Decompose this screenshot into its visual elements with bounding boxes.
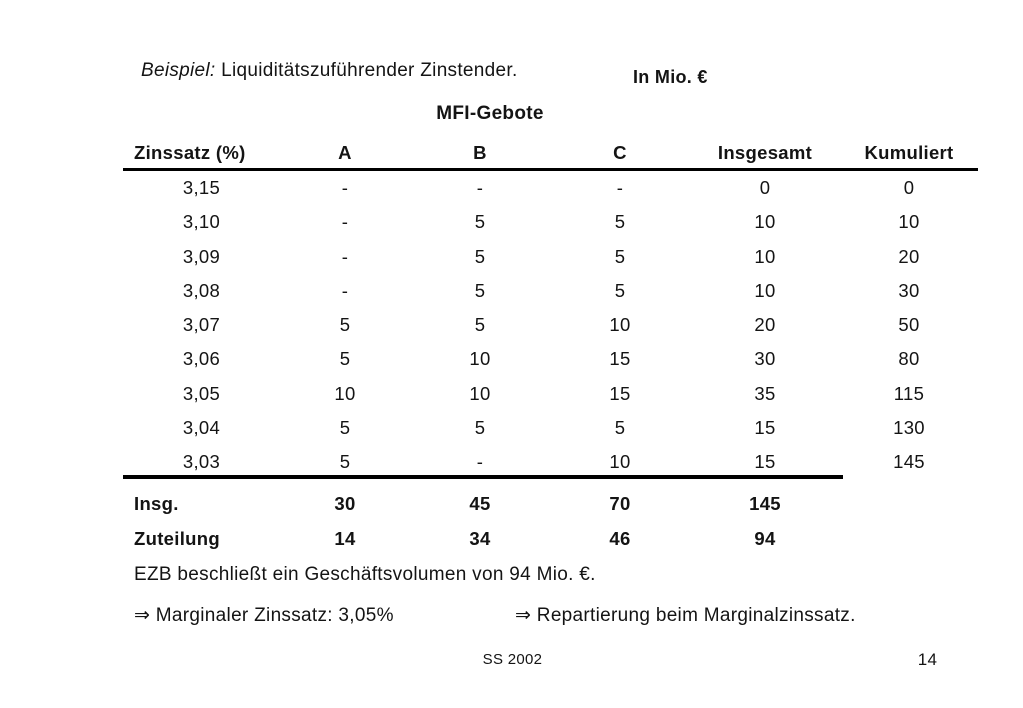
table-cell: 3,07 [182,314,221,336]
table-cell: 14 [334,527,356,549]
note-volume: EZB beschließt ein Geschäftsvolumen von … [134,564,596,585]
table-cell: 115 [893,382,925,404]
table-cell: 30 [334,493,356,514]
table-cell: 0 [759,177,771,198]
table-cell: 94 [754,527,776,549]
table-cell: 35 [754,382,776,404]
column-header-insgesamt: Insgesamt [717,142,813,163]
table-cell: 20 [898,245,920,267]
note-repartierung: ⇒ Repartierung beim Marginalzinssatz. [515,605,856,626]
table-cell: 15 [754,451,776,473]
table-body: 3,15 - - - 0 0 3,10 - 5 5 10 10 3,09 - 5 5 10 20 3,08 - 5 5 10… [123,171,978,480]
table-cell: - [476,451,484,473]
table-cell: 5 [614,417,626,439]
table-cell: 5 [614,279,626,301]
table-cell [840,487,978,522]
column-header-kumuliert: Kumuliert [864,142,954,163]
page-number: 14 [917,650,938,669]
table-cell: 34 [469,527,491,549]
table-row: 3,10 - 5 5 10 10 [123,205,978,239]
table-cell: - [341,211,349,233]
table-cell: - [341,279,349,301]
table-cell: 3,03 [182,451,221,473]
table-cell: 130 [893,417,925,439]
table-cell: 145 [893,451,925,473]
table-cell: 10 [469,348,491,370]
table-row: 3,06 5 10 15 30 80 [123,342,978,376]
table-total-row: Zuteilung 14 34 46 94 [123,522,978,557]
table-row: 3,15 - - - 0 0 [123,171,978,205]
table-cell: 5 [474,211,486,233]
note-marginal-zinssatz: ⇒ Marginaler Zinssatz: 3,05% [134,605,394,626]
table-cell: 46 [609,527,631,549]
table-cell: 45 [469,493,491,514]
table-cell: 70 [609,493,631,514]
table-cell: 15 [609,348,631,370]
table-row: 3,08 - 5 5 10 30 [123,274,978,308]
table-totals: Insg. 30 45 70 145 Zuteilung 14 34 46 94 [123,487,978,556]
table-bottom-rule [123,475,843,479]
table-cell: 5 [339,417,351,439]
table-row: 3,09 - 5 5 10 20 [123,240,978,274]
table-cell: 10 [469,382,491,404]
table-cell: 5 [474,314,486,336]
column-header-a: A [338,142,352,163]
table-cell: - [616,177,624,198]
table-cell: 5 [339,314,351,336]
table-cell: 10 [754,245,776,267]
table-cell: - [341,245,349,267]
title-text: Liquiditätszuführender Zinstender. [221,60,518,81]
column-header-c: C [613,142,627,163]
table-cell: 3,06 [182,348,221,370]
table-cell: 10 [898,211,920,233]
table-cell: 145 [749,493,781,514]
table-cell: 20 [754,314,776,336]
column-header-b: B [473,142,487,163]
table-cell [840,522,978,557]
table-total-row: Insg. 30 45 70 145 [123,487,978,522]
table-cell: 3,09 [182,245,221,267]
table-cell: - [341,177,349,198]
table-cell: 10 [609,314,631,336]
tender-table: Zinssatz (%) A B C Insgesamt Kumuliert 3… [123,138,978,480]
table-header-row: Zinssatz (%) A B C Insgesamt Kumuliert [123,138,978,171]
table-cell: 10 [754,211,776,233]
footer-semester: SS 2002 [482,651,543,668]
table-cell: 50 [898,314,920,336]
table-cell: 5 [474,279,486,301]
table-cell: 3,15 [182,177,221,198]
table-group-header: MFI-Gebote [436,103,544,124]
table-cell: 15 [754,417,776,439]
table-cell: 10 [334,382,356,404]
table-cell: - [476,177,484,198]
table-cell: 0 [903,177,915,198]
table-cell: 3,05 [182,382,221,404]
table-cell: 3,10 [182,211,221,233]
table-cell: 5 [339,451,351,473]
title-example-label: Beispiel: [141,60,216,81]
table-cell: 5 [339,348,351,370]
table-cell: 3,04 [182,417,221,439]
table-cell: 10 [754,279,776,301]
table-cell: 80 [898,348,920,370]
slide-title: Beispiel: Liquiditätszuführender Zinsten… [141,60,518,82]
table-cell: 30 [754,348,776,370]
table-cell: 10 [609,451,631,473]
total-row-label: Insg. [134,493,179,514]
table-cell: 3,08 [182,279,221,301]
table-cell: 5 [614,245,626,267]
table-row: 3,04 5 5 5 15 130 [123,411,978,445]
unit-label: In Mio. € [633,67,708,87]
table-cell: 5 [614,211,626,233]
table-row: 3,03 5 - 10 15 145 [123,445,978,479]
table-cell: 15 [609,382,631,404]
column-header-zinssatz: Zinssatz (%) [134,142,246,163]
table-cell: 30 [898,279,920,301]
total-row-label: Zuteilung [134,527,220,549]
table-cell: 5 [474,245,486,267]
table-row: 3,07 5 5 10 20 50 [123,308,978,342]
table-row: 3,05 10 10 15 35 115 [123,377,978,411]
table-cell: 5 [474,417,486,439]
